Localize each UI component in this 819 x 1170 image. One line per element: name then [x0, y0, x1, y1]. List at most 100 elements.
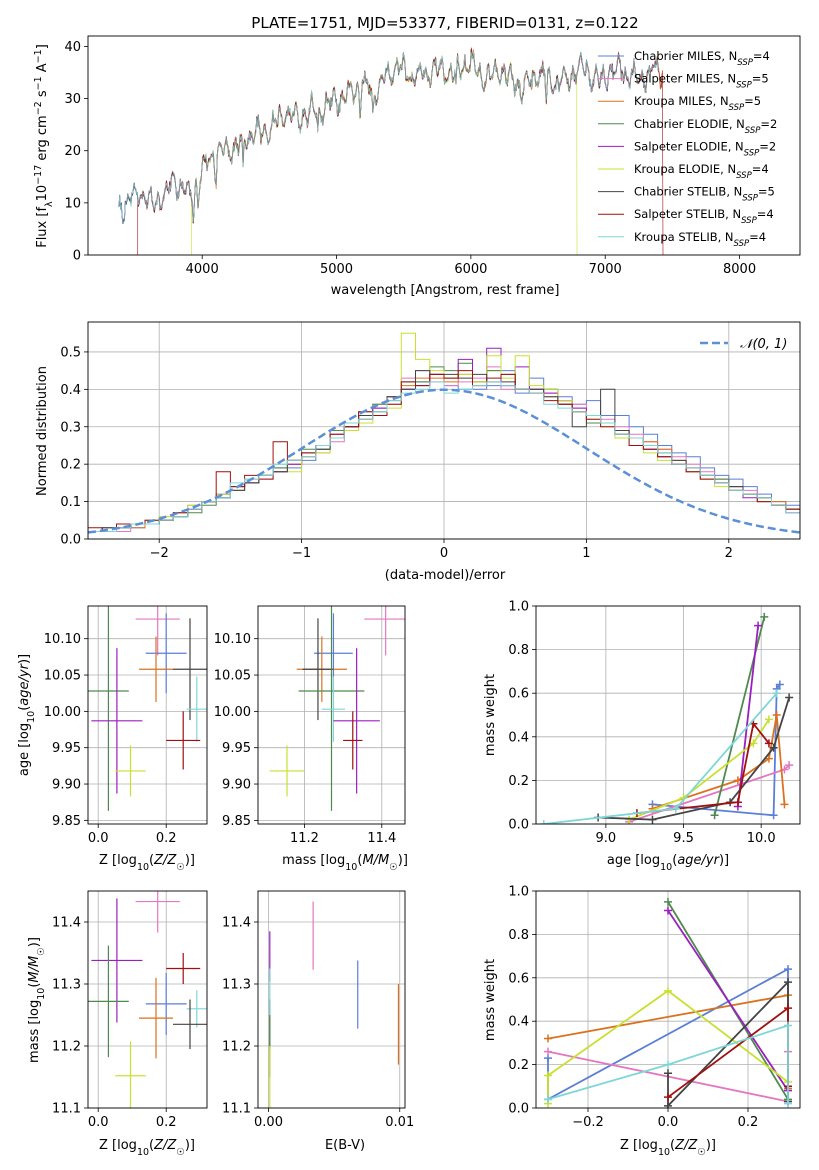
weight_vs_Z-marker-kroupa-stelib: [544, 1095, 552, 1104]
legend-entry-name: Chabrier STELIB, N: [634, 185, 742, 199]
spectrum-ylabel-part: erg cm: [35, 115, 50, 164]
legend-entry-name: Chabrier MILES, N: [634, 49, 737, 63]
spectrum-ylabel-part: −1: [33, 76, 44, 90]
weight_vs_Z-marker-kroupa-elodie: [544, 1071, 552, 1080]
residuals-ylabel: Normed distribution: [35, 366, 50, 496]
mass-vs-Z-xlabel-part: Z/Z: [153, 1138, 177, 1153]
weight_vs_age-line-chabrier-miles: [652, 683, 781, 817]
weight-vs-age-xlabel-part: (: [672, 853, 677, 868]
weight-vs-Z-xlabel-part: ☉: [697, 1147, 706, 1158]
weight_vs_age-marker-chabrier-elodie: [710, 811, 719, 820]
weight_vs_Z-xtick-label: 0.2: [738, 1115, 759, 1130]
legend-entry-chabrier-elodie: Chabrier ELODIE, NSSP=2: [634, 117, 777, 136]
residuals-ylabel-part: Normed distribution: [35, 366, 50, 496]
weight_vs_age-marker-kroupa-miles: [772, 711, 781, 719]
weight_vs_age-marker-salpeter-elodie: [754, 621, 763, 630]
residuals-ytick-label: 0.3: [60, 420, 81, 435]
legend-entry-sub: SSP: [737, 58, 753, 68]
age-vs-Z-ylabel-part: (: [17, 706, 32, 711]
mass-vs-Z-xlabel-part: )]: [185, 1138, 195, 1153]
legend-entry-name: Chabrier ELODIE, N: [634, 117, 745, 131]
weight_vs_Z-marker-salpeter-miles: [544, 1047, 552, 1056]
age_vs_Z-ytick-label: 10.00: [44, 705, 81, 720]
spectrum-ylabel-part: λ: [44, 201, 55, 207]
spectrum-ytick-label: 20: [64, 144, 81, 159]
spectrum-ylabel-part: 10: [35, 185, 50, 202]
legend-entry-count: =5: [744, 94, 761, 108]
age_vs_Z-ytick-label: 10.05: [44, 669, 81, 684]
age-vs-Z-ylabel-part: age/yr: [17, 662, 32, 705]
age_vs_mass-frame: [257, 605, 406, 825]
weight-vs-Z-xlabel-part: 10: [658, 1147, 670, 1158]
legend-entry-sub: SSP: [734, 239, 750, 249]
legend-entry-count: =2: [759, 139, 776, 153]
age_vs_Z-xtick-label: 0.0: [88, 831, 109, 846]
weight-vs-age-xlabel: age [log10(age/yr)]: [607, 853, 729, 873]
weight-vs-Z-xlabel-part: )]: [706, 1138, 716, 1153]
age-vs-Z-xlabel-part: (: [149, 853, 154, 868]
spectrum-ylabel-part: −17: [33, 165, 44, 185]
weight_vs_Z-marker-chabrier-stelib: [664, 1101, 672, 1108]
weight_vs_age-marker-kroupa-stelib: [539, 820, 548, 824]
mass_vs_ebv-frame: [257, 890, 406, 1109]
legend-entry-salpeter-miles: Salpeter MILES, NSSP=5: [634, 72, 769, 91]
spectrum-ylabel: Flux [fλ10−17 erg cm−2 s−1 A−1]: [33, 44, 55, 248]
weight_vs_Z-ytick-label: 0.2: [508, 1058, 529, 1073]
weight_vs_Z-marker-salpeter-elodie: [664, 906, 672, 915]
legend-entry-count: =4: [749, 230, 766, 244]
mass-vs-Z-ylabel: mass [log10(M/M☉)]: [27, 937, 47, 1063]
age-vs-Z-xlabel-part: Z [log: [99, 853, 137, 868]
legend-entry-kroupa-stelib: Kroupa STELIB, NSSP=4: [634, 230, 766, 249]
legend-entry-sub: SSP: [729, 103, 745, 113]
age-vs-Z-xlabel-part: )]: [185, 853, 195, 868]
age_vs_mass-ytick-label: 9.85: [222, 814, 251, 829]
weight_vs_Z-marker-chabrier-miles: [784, 965, 792, 974]
weight-vs-Z-xlabel-part: (: [670, 1138, 675, 1153]
weight_vs_Z-marker-kroupa-elodie: [664, 986, 672, 995]
legend-entry-name: Kroupa MILES, N: [634, 94, 729, 108]
weight_vs_Z-line-salpeter-elodie: [667, 910, 789, 1092]
mass-vs-Z-xlabel-part: (: [149, 1138, 154, 1153]
mass_vs_Z-xtick-label: 0.2: [156, 1115, 177, 1130]
age-vs-mass-xlabel-part: mass [log: [282, 853, 345, 868]
residuals-ytick-label: 0.1: [60, 495, 81, 510]
mass-vs-Z-xlabel-part: ☉: [176, 1147, 185, 1158]
legend-entry-count: =5: [758, 185, 775, 199]
weight_vs_age-ytick-label: 0.8: [508, 643, 529, 658]
spectrum-xlabel-part: wavelength [Angstrom, rest frame]: [331, 283, 560, 298]
legend-entry-sub: SSP: [742, 194, 758, 204]
spectrum-ylabel-part: s: [35, 90, 50, 101]
weight_vs_age-frame: [535, 605, 801, 825]
mass-vs-Z-ylabel-part: M/M: [27, 956, 42, 983]
mass_vs_ebv-axes: 0.00 0.01 11.1 11.2 11.3 11.4: [222, 891, 414, 1130]
weight-vs-age-ylabel-part: mass weight: [483, 674, 498, 756]
legend-entry-name: Kroupa ELODIE, N: [634, 162, 736, 176]
normal-curve: [88, 388, 800, 534]
weight-vs-age-xlabel-part: )]: [719, 853, 729, 868]
residuals-xlabel-part: (data-model)/error: [385, 568, 506, 583]
weight_vs_Z-marker-kroupa-stelib: [784, 1021, 792, 1030]
spectrum-xtick-label: 8000: [723, 262, 756, 277]
weight_vs_age-ytick-label: 0.2: [508, 774, 529, 789]
mass-vs-Z-xlabel-part: Z [log: [99, 1138, 137, 1153]
weight_vs_age-xtick-label: 9.0: [596, 831, 617, 846]
weight_vs_age-marker-chabrier-elodie: [760, 612, 769, 621]
legend-entry-salpeter-elodie: Salpeter ELODIE, NSSP=2: [634, 139, 776, 158]
mass-vs-ebv-xlabel: E(B-V): [325, 1138, 365, 1153]
age_vs_mass-ytick-label: 9.95: [222, 741, 251, 756]
age_vs_Z-ytick-label: 10.10: [44, 632, 81, 647]
mass_vs_ebv-xtick-label: 0.00: [254, 1115, 283, 1130]
weight_vs_Z-axes: −0.2 0.0 0.2 0.0 0.2 0.4 0.6 0.8 1.0: [508, 885, 800, 1130]
mass-vs-Z-ylabel-part: 10: [36, 988, 47, 1000]
weight_vs_Z-marker-chabrier-stelib: [664, 1069, 672, 1078]
age_vs_mass-xtick-label: 11.2: [290, 831, 319, 846]
weight_vs_age-marker-chabrier-stelib: [769, 743, 778, 752]
age-vs-mass-xlabel-part: )]: [398, 853, 408, 868]
weight_vs_Z-line-kroupa-stelib: [547, 1024, 789, 1104]
mass_vs_ebv-ytick-label: 11.1: [222, 1102, 251, 1117]
mass_vs_ebv-ytick-label: 11.2: [222, 1040, 251, 1055]
spectrum-lines: [118, 47, 664, 255]
spectrum-xtick-label: 7000: [589, 262, 622, 277]
weight_vs_Z-marker-salpeter-stelib: [784, 1004, 792, 1013]
